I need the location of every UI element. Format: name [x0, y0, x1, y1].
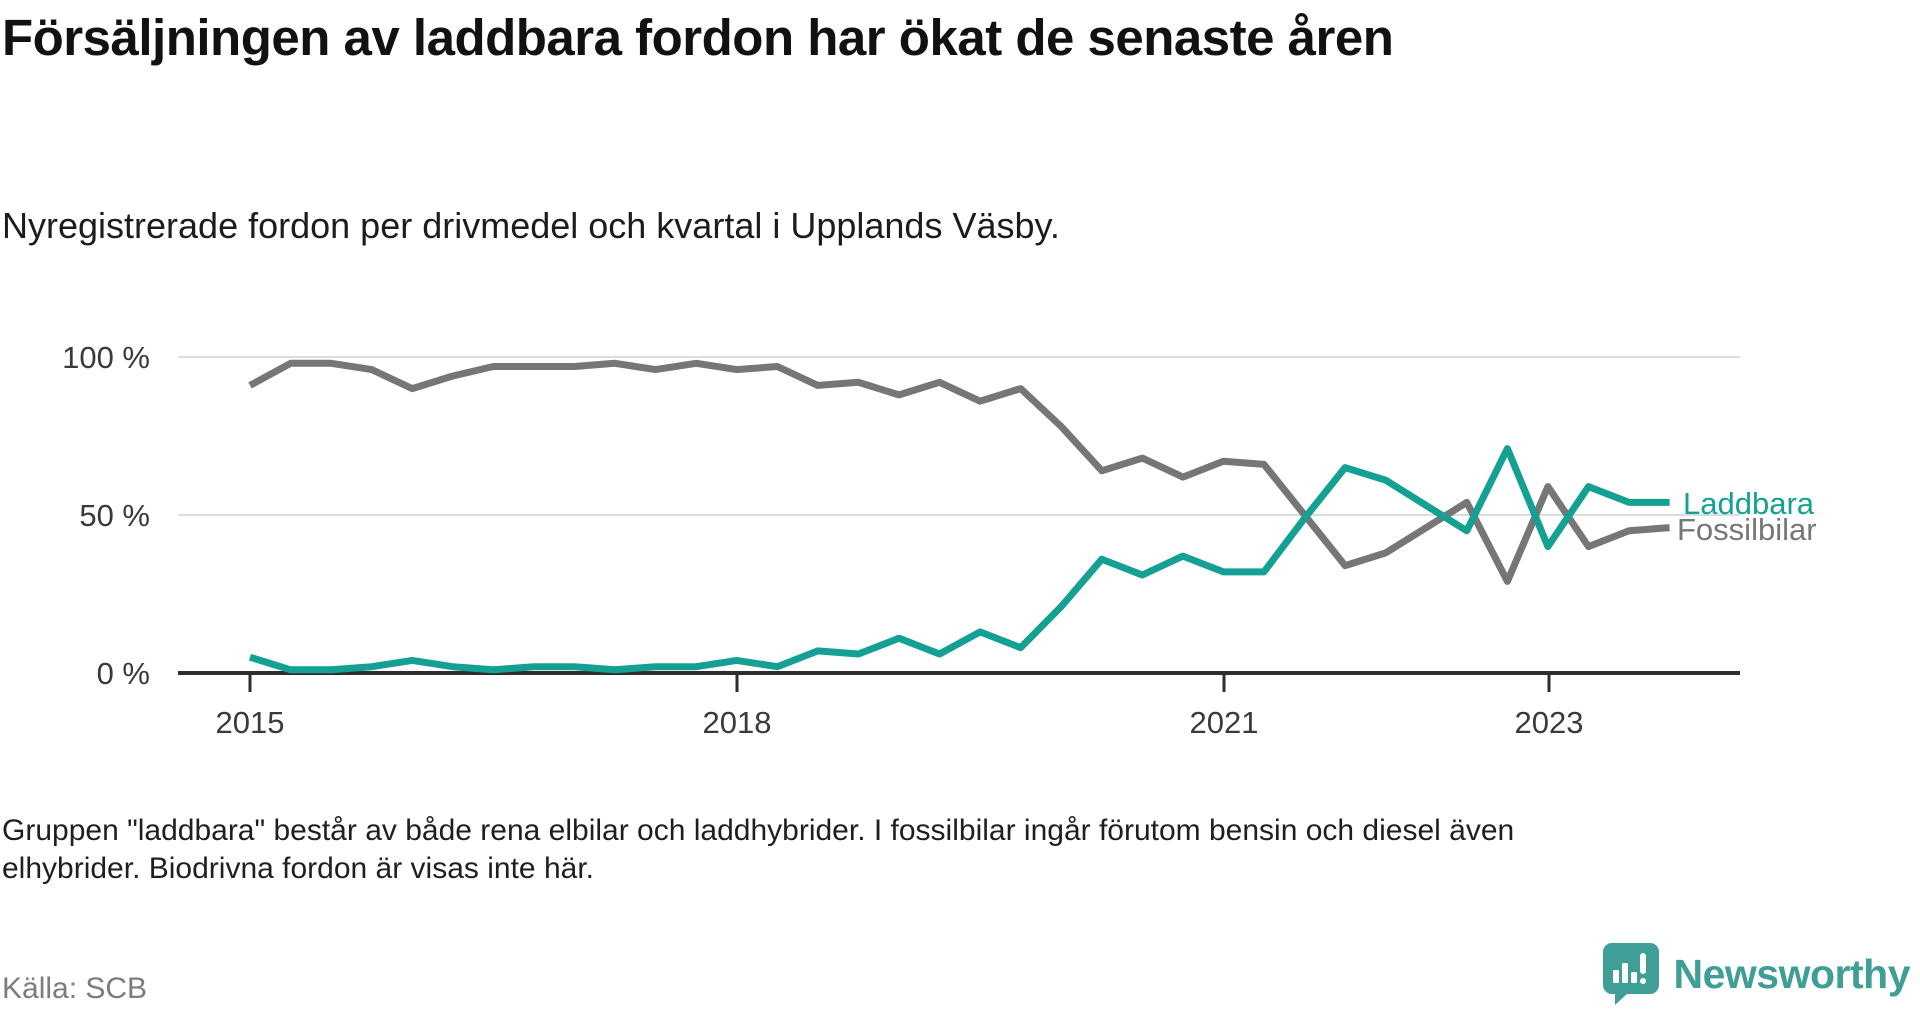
newsworthy-logo: Newsworthy — [1602, 942, 1911, 1006]
x-tick-label-2023: 2023 — [1515, 705, 1584, 740]
chart-subtitle: Nyregistrerade fordon per drivmedel och … — [2, 205, 1060, 246]
y-tick-label-0: 0 % — [97, 656, 150, 691]
laddbara-line — [248, 445, 1670, 674]
newsworthy-logo-text: Newsworthy — [1673, 950, 1911, 997]
x-tick-label-2018: 2018 — [703, 705, 772, 740]
footnote-line-1: Gruppen "laddbara" består av både rena e… — [2, 814, 1515, 847]
fossilbilar-line — [248, 359, 1670, 585]
legend-label-fossilbilar: Fossilbilar — [1677, 512, 1817, 547]
y-tick-label-100: 100 % — [62, 340, 150, 375]
y-tick-label-50: 50 % — [79, 498, 150, 533]
source-label: Källa: SCB — [2, 972, 148, 1005]
bar-chart-speech-bubble-icon — [1602, 943, 1659, 1005]
x-tick-label-2021: 2021 — [1190, 705, 1259, 740]
footnote-line-2: elhybrider. Biodrivna fordon är visas in… — [2, 852, 594, 885]
legend-label-laddbara: Laddbara — [1683, 486, 1815, 521]
page-title: Försäljningen av laddbara fordon har öka… — [2, 9, 1394, 66]
x-tick-label-2015: 2015 — [216, 705, 285, 740]
chart-footnote: Gruppen "laddbara" består av både rena e… — [2, 812, 1902, 888]
